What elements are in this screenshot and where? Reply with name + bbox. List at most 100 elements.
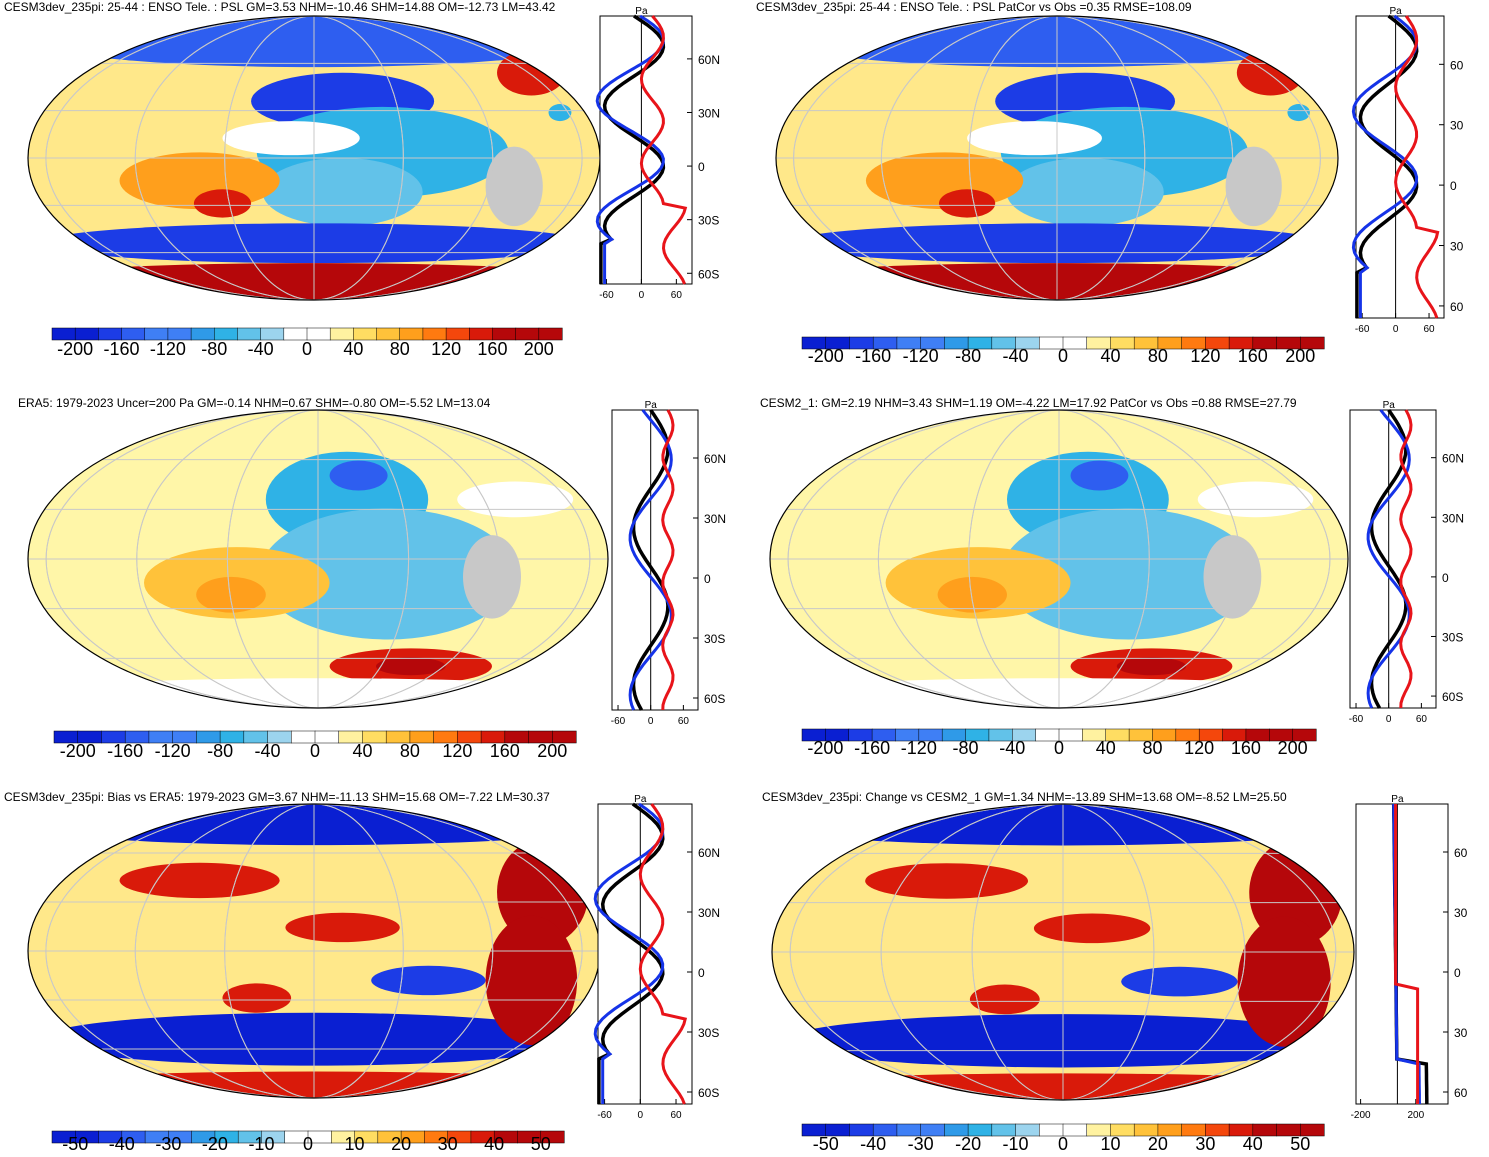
colorbar-tick-label: -160 (854, 738, 890, 758)
spac (262, 158, 423, 227)
colorbar-tick-label: -200 (808, 346, 844, 366)
lat-tick-label: 30S (704, 632, 725, 646)
profile-unit: Pa (645, 400, 658, 411)
colorbar-swatch (538, 327, 563, 341)
aus-high (938, 189, 996, 218)
colorbar-tick-label: 30 (438, 1134, 458, 1154)
natl-white (1197, 481, 1314, 518)
red-curve (1394, 15, 1440, 319)
colorbar-tick-label: -20 (955, 1134, 981, 1154)
colorbar-tick-label: -50 (813, 1134, 839, 1154)
colorbar-tick-label: 0 (1058, 346, 1068, 366)
eurasia-pos (865, 863, 1029, 899)
colorbar-tick-label: -80 (201, 339, 227, 359)
lat-tick-label: 60 (1450, 58, 1464, 72)
colorbar-tick-label: 20 (1148, 1134, 1168, 1154)
colorbar-tick-label: -40 (248, 339, 274, 359)
colorbar-tick-label: -200 (57, 339, 93, 359)
colorbar: -200 -160 -120 -80 -40 0 40 80 120 160 200 (51, 327, 563, 359)
x-tick-label: -60 (1355, 324, 1370, 335)
colorbar: -200 -160 -120 -80 -40 0 40 80 120 160 200 (801, 336, 1325, 366)
colorbar-swatch (540, 1130, 565, 1144)
colorbar-tick-label: -10 (1003, 1134, 1029, 1154)
colorbar-tick-label: -120 (155, 741, 191, 761)
lat-tick-label: 0 (698, 966, 705, 980)
colorbar-tick-label: 40 (1096, 738, 1116, 758)
meridian-line (787, 410, 1331, 708)
meridian-line (134, 16, 494, 300)
colorbar-tick-label: 40 (484, 1134, 504, 1154)
x-tick-label: -60 (597, 1110, 612, 1121)
red-curve (639, 15, 688, 285)
red-curve (638, 803, 688, 1105)
antarctic-pos (28, 1071, 600, 1098)
meridian-line (968, 16, 1146, 300)
meridian-line (224, 16, 404, 300)
sepac-neg (371, 965, 486, 996)
panel-title: ERA5: 1979-2023 Uncer=200 Pa GM=-0.14 NH… (18, 396, 491, 410)
colorbar-tick-label: -50 (62, 1134, 88, 1154)
blue-curve (1366, 409, 1411, 709)
natl-high (1236, 50, 1305, 96)
colorbar-tick-label: 120 (1184, 738, 1214, 758)
lat-tick-label: 0 (704, 572, 711, 586)
x-tick-label: -60 (1349, 714, 1364, 725)
colorbar-tick-label: 0 (310, 741, 320, 761)
map-outline (775, 15, 1339, 301)
colorbar-tick-label: -80 (955, 346, 981, 366)
blue-curve (628, 409, 673, 711)
panel-title: CESM2_1: GM=2.19 NHM=3.43 SHM=1.19 OM=-4… (760, 396, 1297, 410)
zonal-profile: Pa 60N 30N 0 30S 60S -60 0 60 (611, 400, 726, 727)
lat-tick-label: 60S (1442, 690, 1463, 704)
colorbar-tick-label: 200 (1285, 346, 1315, 366)
colorbar-tick-label: 80 (1142, 738, 1162, 758)
colorbar-tick-label: -40 (255, 741, 281, 761)
colorbar-tick-label: 0 (1058, 1134, 1068, 1154)
colorbar-tick-label: 120 (442, 741, 472, 761)
epac (260, 508, 516, 640)
meridian-line (968, 410, 1150, 708)
colorbar-tick-label: 10 (1100, 1134, 1120, 1154)
lat-tick-label: 60N (704, 452, 726, 466)
lat-tick-label: 0 (698, 160, 705, 174)
x-tick-label: 0 (638, 1110, 644, 1121)
meridian-line (45, 410, 591, 708)
x-tick-label: 0 (1393, 324, 1399, 335)
colorbar: -50 -40 -30 -20 -10 0 10 20 30 40 50 (801, 1123, 1325, 1154)
colorbar-tick-label: 160 (477, 339, 507, 359)
map-outline (769, 409, 1349, 709)
black-curve (631, 409, 670, 711)
lat-tick-label: 0 (1454, 966, 1461, 980)
sam-pos (1237, 916, 1331, 1047)
colorbar-tick-label: 30 (1195, 1134, 1215, 1154)
blue-curve (593, 802, 665, 1104)
zonal-profile: Pa 60N 30N 0 30S 60S -60 0 60 (593, 794, 720, 1121)
profile-unit: Pa (635, 6, 648, 17)
profile-unit: Pa (634, 794, 647, 805)
sam-pos (485, 915, 578, 1046)
natl-high (497, 50, 566, 96)
red-curve (1394, 804, 1420, 1104)
npac-pos (1033, 913, 1151, 944)
aus-high (937, 576, 1007, 613)
colorbar-tick-label: -160 (107, 741, 143, 761)
meridian-line (136, 410, 500, 708)
colorbar-tick-label: 80 (400, 741, 420, 761)
meridian-line (134, 804, 494, 1098)
zonal-profile: Pa 60N 30N 0 30S 60S -60 0 60 (1349, 400, 1464, 725)
meridian-line (880, 16, 1234, 300)
colorbar-tick-label: -40 (860, 1134, 886, 1154)
x-tick-label: 60 (671, 290, 683, 301)
meridian-line (226, 410, 410, 708)
map-field (28, 804, 600, 1098)
lat-tick-label: 30N (698, 906, 720, 920)
colorbar-tick-label: 40 (352, 741, 372, 761)
meridian-line (45, 16, 583, 300)
lat-tick-label: 30N (704, 512, 726, 526)
panel-title: CESM3dev_235pi: Bias vs ERA5: 1979-2023 … (4, 790, 550, 804)
x-tick-label: 60 (1423, 324, 1435, 335)
lat-tick-label: 30S (698, 1026, 719, 1040)
colorbar-tick-label: 160 (490, 741, 520, 761)
colorbar-swatch (1300, 1123, 1325, 1137)
